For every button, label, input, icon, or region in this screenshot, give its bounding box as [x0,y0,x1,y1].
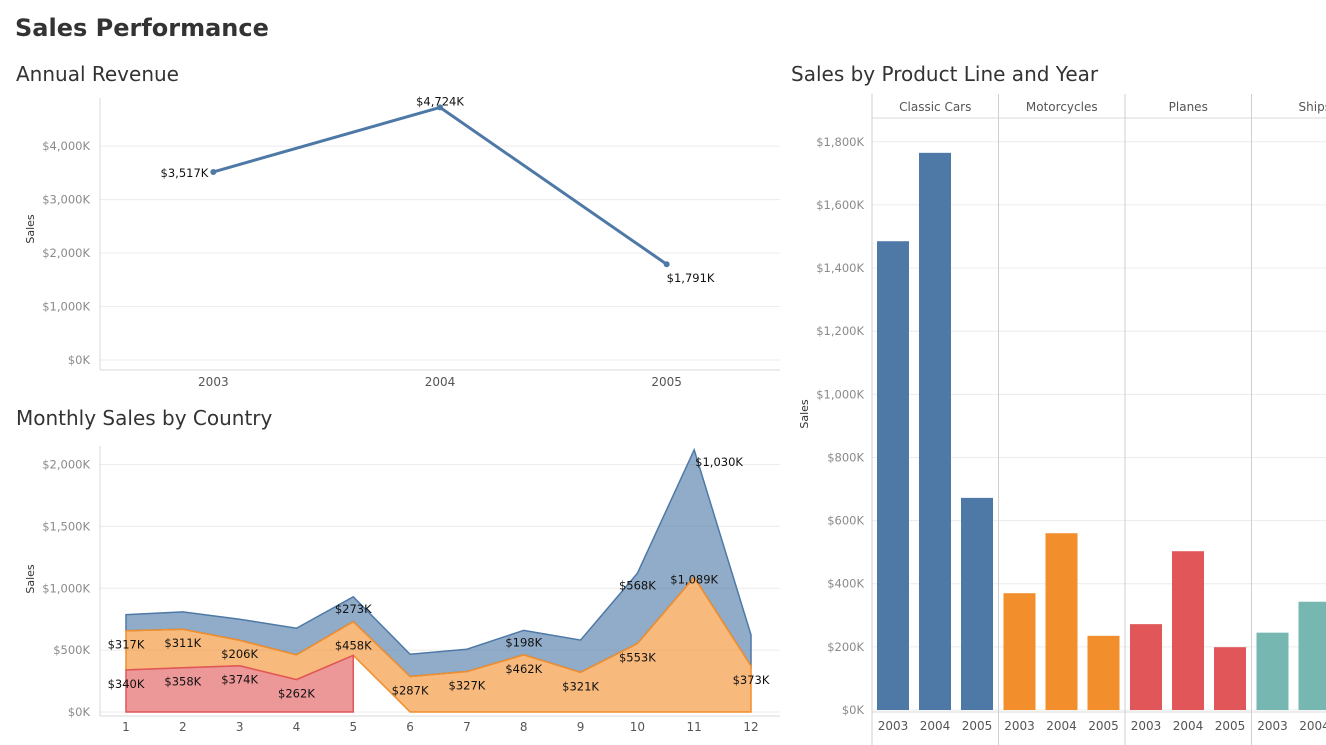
bar-planes-2004 [1172,551,1204,710]
x-tick-label: 2005 [1088,719,1119,733]
area-data-label: $262K [278,687,315,701]
y-tick-label: $1,400K [816,261,864,275]
area-data-label: $374K [221,673,258,687]
y-tick-label: $4,000K [42,139,90,153]
y-tick-label: $0K [68,705,91,719]
monthly-sales-chart: $0K $500K $1,000K $1,500K $2,000K Sales $340K $… [24,446,780,734]
x-tick-label: 11 [687,720,702,734]
facet-label: Planes [1169,100,1208,114]
bar-motorcycles-2005 [1087,635,1120,710]
revenue-line [212,105,668,266]
x-tick-label: 2005 [962,719,993,733]
y-axis-title: Sales [24,564,37,594]
x-tick-label: 2004 [920,719,951,733]
y-tick-label: $600K [827,514,864,528]
y-tick-label: $3,000K [42,193,90,207]
area-data-label: $1,089K [670,572,718,586]
annual-revenue-chart: $0K $1,000K $2,000K $3,000K $4,000K Sales $3,5… [24,94,780,389]
area-data-label: $553K [619,651,656,665]
y-tick-label: $2,000K [42,458,90,472]
area-data-label: $321K [562,679,599,693]
revenue-point [437,104,443,111]
facet-label: Classic Cars [899,100,971,114]
area-data-label: $206K [221,647,258,661]
y-tick-label: $1,200K [816,324,864,338]
y-tick-label: $1,000K [42,300,90,314]
bar-motorcycles-2004 [1045,533,1078,710]
y-tick-label: $0K [842,703,865,717]
y-tick-label: $2,000K [42,246,90,260]
x-tick-label: 3 [236,720,244,734]
area-data-label: $340K [108,677,145,691]
bar-classic-cars-2005 [961,497,993,710]
y-tick-label: $0K [68,353,91,367]
x-tick-label: 1 [122,720,130,734]
dashboard-title: Sales Performance [15,14,269,42]
facet-label: Ships [1299,100,1326,114]
revenue-data-label: $4,724K [416,94,464,108]
y-tick-label: $1,600K [816,198,864,212]
x-tick-label: 2003 [198,375,229,389]
x-tick-label: 4 [293,720,301,734]
x-tick-label: 10 [630,720,645,734]
area-data-label: $568K [619,578,656,592]
monthly-sales-title: Monthly Sales by Country [16,406,273,430]
x-tick-label: 2005 [651,375,682,389]
y-tick-label: $400K [827,577,864,591]
x-tick-label: 2005 [1215,719,1246,733]
bar-planes-2005 [1214,647,1246,710]
y-tick-label: $500K [53,643,90,657]
revenue-point [663,261,670,268]
revenue-point [210,168,217,175]
y-tick-label: $1,800K [816,135,864,149]
x-tick-label: 9 [577,720,585,734]
x-tick-label: 2003 [1131,719,1162,733]
x-tick-label: 12 [743,720,758,734]
x-tick-label: 8 [520,720,528,734]
area-data-label: $273K [335,602,372,616]
y-tick-label: $1,500K [42,519,90,533]
product-line-title: Sales by Product Line and Year [791,62,1099,86]
x-tick-label: 5 [349,720,357,734]
bar-classic-cars-2004 [919,152,951,711]
x-tick-label: 2004 [1173,719,1204,733]
bar-ships-2004 [1298,601,1326,710]
x-tick-label: 6 [406,720,414,734]
facet-label: Motorcycles [1026,100,1098,114]
bar-planes-2003 [1130,624,1162,710]
area-data-label: $317K [108,638,145,652]
bar-motorcycles-2003 [1003,593,1036,710]
area-data-label: $287K [392,683,429,697]
area-data-label: $1,030K [695,455,743,469]
area-band-0 [125,654,355,713]
bar-classic-cars-2003 [877,241,909,710]
bar-ships-2003 [1256,632,1289,710]
revenue-data-label: $1,791K [667,271,715,285]
area-data-label: $458K [335,638,372,652]
area-data-label: $462K [505,662,542,676]
x-tick-label: 2003 [1257,719,1288,733]
y-tick-label: $200K [827,640,864,654]
y-tick-label: $1,000K [816,387,864,401]
area-data-label: $373K [733,673,770,687]
revenue-data-label: $3,517K [161,166,209,180]
product-line-chart: $0K $200K $400K $600K $800K $1,000K $1,200K $1,… [798,94,1326,745]
area-data-label: $311K [164,636,201,650]
annual-revenue-title: Annual Revenue [16,62,179,86]
x-tick-label: 2003 [878,719,909,733]
x-tick-label: 7 [463,720,471,734]
x-tick-label: 2004 [425,375,456,389]
y-axis-title: Sales [798,399,811,429]
x-tick-label: 2004 [1046,719,1077,733]
y-axis-title: Sales [24,214,37,244]
y-tick-label: $1,000K [42,581,90,595]
x-tick-label: 2004 [1299,719,1326,733]
x-tick-label: 2 [179,720,187,734]
y-tick-label: $800K [827,450,864,464]
area-data-label: $327K [449,679,486,693]
area-data-label: $198K [505,635,542,649]
x-tick-label: 2003 [1004,719,1035,733]
area-data-label: $358K [164,675,201,689]
